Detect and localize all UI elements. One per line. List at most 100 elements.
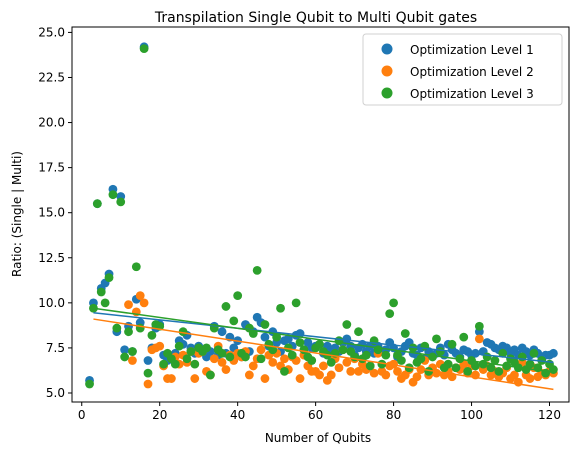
point-level-3-80 bbox=[396, 356, 406, 365]
point-level-3-64 bbox=[334, 336, 344, 346]
point-level-2-59 bbox=[354, 366, 363, 376]
point-level-2-44 bbox=[295, 374, 305, 383]
point-level-2-99 bbox=[510, 370, 519, 380]
point-level-3-15 bbox=[143, 368, 153, 378]
point-level-2-24 bbox=[217, 357, 227, 367]
point-level-2-32 bbox=[248, 361, 258, 371]
point-level-2-17 bbox=[190, 374, 200, 383]
point-level-3-74 bbox=[373, 345, 383, 355]
point-level-3-59 bbox=[315, 339, 324, 349]
x-tick-label: 20 bbox=[152, 408, 167, 422]
point-level-3-114 bbox=[529, 348, 539, 358]
y-tick-label: 10.0 bbox=[38, 296, 65, 310]
point-level-3-30 bbox=[202, 343, 211, 353]
point-level-2-56 bbox=[342, 357, 352, 367]
point-level-1-9 bbox=[120, 345, 130, 355]
y-tick-label: 17.5 bbox=[38, 161, 65, 175]
x-tick-label: 100 bbox=[460, 408, 483, 422]
point-level-3-88 bbox=[428, 352, 437, 362]
x-tick-label: 120 bbox=[538, 408, 561, 422]
point-level-2-40 bbox=[280, 354, 289, 364]
point-level-2-1 bbox=[128, 356, 137, 365]
point-level-2-0 bbox=[124, 300, 133, 310]
x-axis-label: Number of Qubits bbox=[265, 431, 371, 445]
point-level-3-2 bbox=[92, 199, 102, 209]
point-level-3-77 bbox=[385, 309, 395, 319]
point-level-3-7 bbox=[112, 323, 122, 333]
y-axis-ticks: 5.0 7.5 10.0 12.5 15.0 17.5 20.0 22.5 25.0 bbox=[38, 25, 72, 400]
point-level-2-52 bbox=[326, 370, 336, 380]
point-level-3-24 bbox=[178, 327, 188, 337]
y-tick-label: 22.5 bbox=[38, 70, 65, 84]
point-level-2-4 bbox=[139, 298, 149, 308]
point-level-3-76 bbox=[381, 350, 391, 360]
trend-lines bbox=[93, 307, 554, 391]
point-level-2-34 bbox=[256, 345, 266, 355]
point-level-3-49 bbox=[276, 303, 285, 313]
plot-frame bbox=[71, 26, 570, 403]
point-level-3-10 bbox=[124, 327, 133, 337]
point-level-3-4 bbox=[100, 298, 110, 308]
point-level-3-66 bbox=[342, 320, 352, 329]
point-level-2-11 bbox=[167, 374, 176, 383]
point-level-3-48 bbox=[272, 332, 282, 342]
point-level-2-8 bbox=[155, 341, 165, 351]
point-level-3-69 bbox=[354, 327, 363, 337]
point-level-3-14 bbox=[139, 44, 149, 54]
point-level-2-79 bbox=[432, 368, 441, 378]
point-level-3-40 bbox=[241, 352, 250, 362]
point-level-3-89 bbox=[432, 334, 441, 344]
point-level-3-8 bbox=[116, 197, 126, 207]
point-level-3-72 bbox=[365, 361, 375, 371]
point-level-3-81 bbox=[400, 329, 410, 338]
point-level-3-102 bbox=[482, 352, 492, 362]
point-level-2-3 bbox=[135, 291, 145, 301]
point-level-3-34 bbox=[217, 348, 227, 358]
point-level-2-5 bbox=[143, 379, 153, 389]
point-level-3-103 bbox=[486, 363, 496, 373]
point-level-3-105 bbox=[494, 366, 504, 376]
point-level-3-38 bbox=[233, 291, 243, 301]
point-level-3-51 bbox=[283, 343, 293, 353]
point-level-2-74 bbox=[412, 372, 422, 382]
point-level-3-93 bbox=[447, 339, 457, 349]
point-level-3-87 bbox=[424, 366, 434, 376]
trend-line-level-1 bbox=[93, 312, 554, 364]
point-level-3-100 bbox=[474, 321, 484, 331]
legend-marker-level-3 bbox=[381, 87, 393, 99]
x-tick-label: 80 bbox=[386, 408, 401, 422]
point-level-3-104 bbox=[490, 356, 500, 365]
legend-label-level-2: Optimization Level 2 bbox=[410, 65, 534, 79]
point-level-3-26 bbox=[186, 347, 196, 356]
point-level-2-50 bbox=[319, 361, 328, 371]
point-level-1-34 bbox=[217, 327, 227, 337]
point-level-3-9 bbox=[120, 352, 130, 362]
point-level-3-5 bbox=[104, 273, 114, 282]
point-level-3-106 bbox=[498, 348, 508, 358]
point-level-2-25 bbox=[221, 365, 231, 374]
point-level-3-6 bbox=[108, 190, 118, 200]
point-level-3-16 bbox=[147, 330, 157, 340]
point-level-3-85 bbox=[416, 354, 426, 364]
point-level-3-62 bbox=[326, 357, 336, 367]
point-level-3-35 bbox=[221, 302, 231, 311]
point-level-3-22 bbox=[170, 359, 180, 369]
point-level-3-99 bbox=[471, 361, 480, 371]
legend-marker-level-1 bbox=[381, 43, 393, 55]
point-level-2-22 bbox=[209, 354, 219, 364]
point-level-3-0 bbox=[85, 379, 94, 389]
point-level-3-90 bbox=[435, 347, 445, 356]
point-level-2-69 bbox=[393, 366, 402, 376]
x-tick-label: 0 bbox=[78, 408, 86, 422]
point-level-3-19 bbox=[159, 359, 169, 369]
point-level-2-37 bbox=[268, 357, 278, 367]
point-level-3-11 bbox=[128, 347, 137, 356]
point-level-2-100 bbox=[513, 377, 523, 387]
point-level-3-43 bbox=[252, 265, 262, 275]
x-tick-label: 60 bbox=[308, 408, 323, 422]
x-axis-ticks: 0 20 40 60 80 100 120 bbox=[78, 402, 561, 422]
point-level-3-97 bbox=[463, 366, 473, 376]
point-level-3-71 bbox=[361, 350, 371, 360]
